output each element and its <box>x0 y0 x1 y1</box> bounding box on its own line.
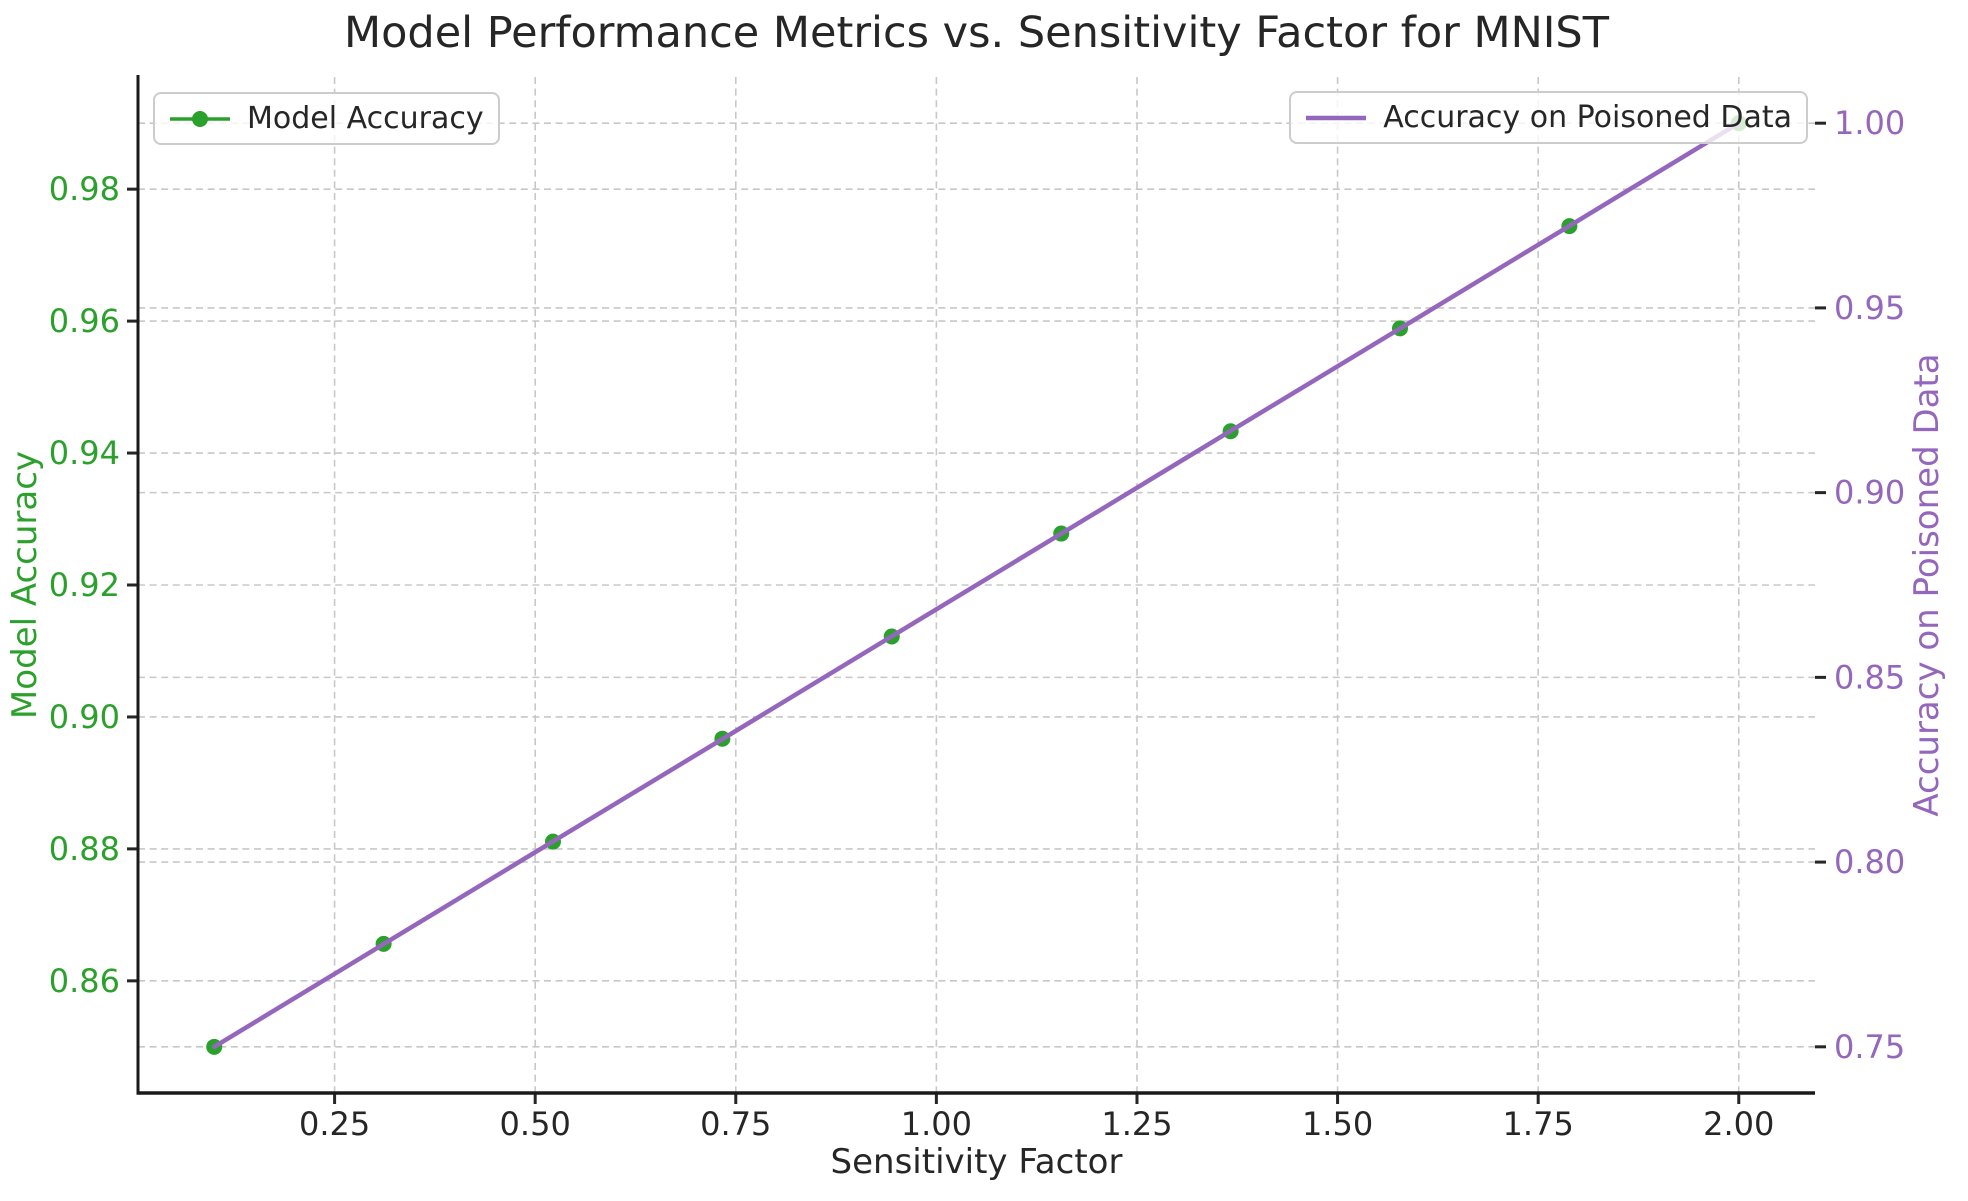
left-y-tick-label: 0.98 <box>49 170 120 208</box>
left-y-tick-label: 0.92 <box>49 566 120 604</box>
left-y-tick-label: 0.86 <box>49 962 120 1000</box>
left-y-tick-label: 0.88 <box>49 830 120 868</box>
right-y-axis-label: Accuracy on Poisoned Data <box>1907 353 1947 817</box>
left-y-tick-label: 0.96 <box>49 302 120 340</box>
x-tick-label: 1.50 <box>1302 1105 1373 1143</box>
x-tick-label: 0.50 <box>500 1105 571 1143</box>
legend-label-model-accuracy: Model Accuracy <box>247 101 484 136</box>
legend-line-marker-sample-icon <box>170 110 230 127</box>
x-tick-label: 1.00 <box>901 1105 972 1143</box>
legend-poisoned-accuracy: Accuracy on Poisoned Data <box>1289 91 1808 144</box>
right-y-tick-label: 0.90 <box>1834 474 1905 512</box>
x-tick-label: 1.25 <box>1101 1105 1172 1143</box>
left-y-tick-label: 0.94 <box>49 434 120 472</box>
chart-title: Model Performance Metrics vs. Sensitivit… <box>344 8 1609 58</box>
x-tick-label: 2.00 <box>1703 1105 1774 1143</box>
right-y-tick-label: 1.00 <box>1834 104 1905 142</box>
legend-model-accuracy: Model Accuracy <box>153 92 500 145</box>
x-axis-label: Sensitivity Factor <box>830 1142 1123 1182</box>
left-y-tick-label: 0.90 <box>49 698 120 736</box>
x-tick-label: 0.25 <box>299 1105 370 1143</box>
right-y-tick-label: 0.80 <box>1834 843 1905 881</box>
right-y-tick-label: 0.95 <box>1834 289 1905 327</box>
right-y-tick-label: 0.85 <box>1834 658 1905 696</box>
x-tick-label: 0.75 <box>700 1105 771 1143</box>
legend-label-poisoned-accuracy: Accuracy on Poisoned Data <box>1383 100 1792 135</box>
legend-line-sample-icon <box>1306 115 1367 120</box>
left-y-axis-label: Model Accuracy <box>5 450 45 720</box>
legend-marker-sample <box>192 110 208 127</box>
right-y-tick-label: 0.75 <box>1834 1028 1905 1066</box>
series-line-right <box>211 120 1742 1050</box>
x-tick-label: 1.75 <box>1503 1105 1574 1143</box>
